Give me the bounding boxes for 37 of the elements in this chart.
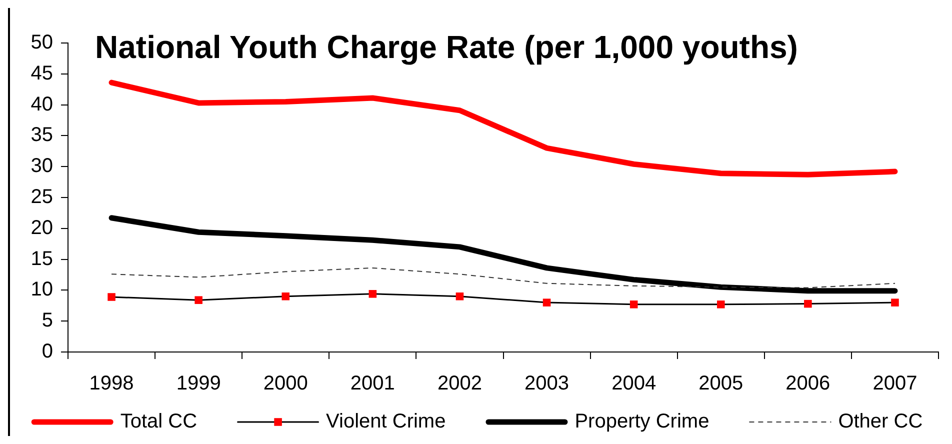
legend-label: Violent Crime	[326, 410, 446, 433]
y-tick-label: 25	[30, 186, 53, 208]
x-tick-label: 1999	[176, 372, 221, 395]
y-tick-label: 45	[30, 62, 53, 84]
point	[368, 290, 377, 298]
point	[804, 300, 812, 308]
x-tick-label: 2006	[786, 372, 830, 395]
y-tick-label: 40	[30, 93, 53, 116]
x-tick-label: 2007	[872, 372, 918, 395]
chart-title: National Youth Charge Rate (per 1,000 youths)	[95, 28, 798, 65]
point	[891, 298, 899, 306]
x-tick-label: 2005	[698, 372, 744, 395]
y-tick-label: 35	[30, 124, 53, 146]
y-tick-label: 50	[30, 32, 53, 54]
y-tick-label: 5	[42, 310, 53, 332]
point	[456, 292, 464, 300]
x-tick-label: 2000	[263, 372, 308, 395]
point	[108, 293, 116, 301]
line-series	[111, 267, 896, 288]
point	[542, 298, 551, 306]
legend-label: Other CC	[838, 410, 923, 433]
point	[716, 300, 725, 308]
y-tick-label: 20	[30, 216, 53, 239]
x-tick-label: 2003	[524, 372, 570, 395]
y-tick-label: 30	[30, 155, 53, 178]
legend-label: Total CC	[120, 410, 198, 433]
x-tick-label: 1998	[89, 372, 134, 395]
x-tick-label: 2001	[350, 372, 395, 395]
x-tick-label: 2002	[437, 372, 482, 395]
y-tick-label: 10	[30, 278, 53, 301]
point	[194, 296, 202, 304]
y-tick-label: 0	[42, 340, 53, 363]
point	[282, 292, 290, 300]
point	[630, 300, 638, 308]
y-tick-label: 15	[30, 248, 53, 270]
x-tick-label: 2004	[612, 372, 656, 395]
legend-label: Property Crime	[574, 410, 710, 433]
